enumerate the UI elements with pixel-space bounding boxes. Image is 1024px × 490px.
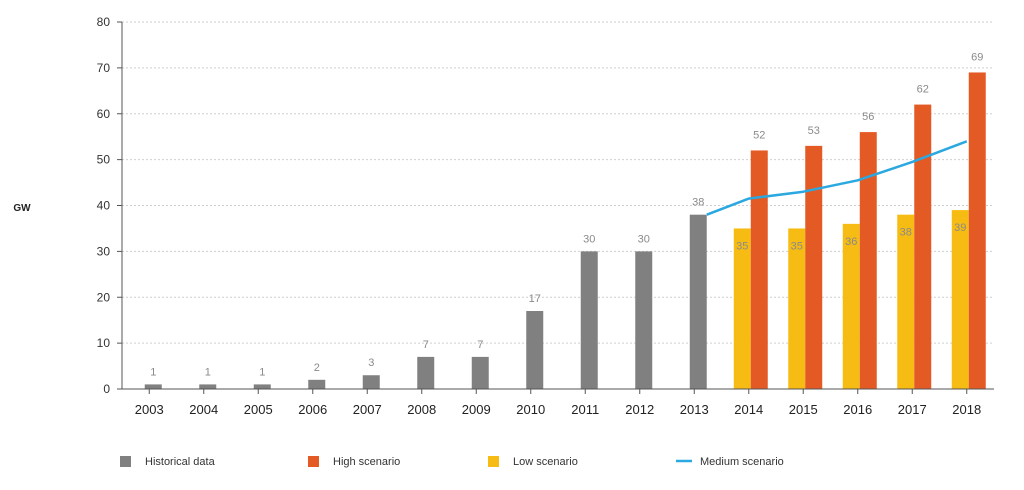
- bar-historical: [308, 379, 326, 389]
- bar-historical: [199, 384, 217, 389]
- x-tick-label: 2011: [571, 402, 599, 417]
- data-label-historical: 7: [423, 339, 429, 351]
- bar-historical: [362, 375, 380, 389]
- bar-historical: [144, 384, 162, 389]
- bar-low-scenario: [842, 223, 860, 389]
- data-label-historical: 7: [477, 339, 483, 351]
- y-tick-label: 20: [97, 290, 111, 304]
- bar-low-scenario: [788, 228, 806, 389]
- y-tick-label: 60: [97, 107, 111, 121]
- data-label-low: 38: [900, 227, 912, 239]
- x-tick-label: 2012: [625, 402, 654, 417]
- data-label-high: 52: [753, 129, 765, 141]
- x-tick-label: 2007: [353, 402, 382, 417]
- x-tick-label: 2014: [734, 402, 763, 417]
- legend-label: Medium scenario: [700, 456, 784, 468]
- medium-scenario-line: [706, 140, 968, 216]
- data-label-historical: 1: [259, 366, 265, 378]
- bar-historical: [635, 251, 653, 389]
- y-axis-label: GW: [13, 203, 31, 214]
- grid-lines: [122, 21, 994, 344]
- legend-swatch: [488, 456, 499, 467]
- y-tick-label: 50: [97, 153, 111, 167]
- data-labels: 1 1 1 2 3 7 7 17 30 30 38 35 52 35 53 36 56 38 62 39 69: [150, 51, 983, 378]
- legend-swatch: [308, 456, 319, 467]
- data-label-high: 69: [971, 51, 983, 63]
- legend-label: Historical data: [145, 456, 216, 468]
- data-label-historical: 2: [314, 362, 320, 374]
- bar-historical: [526, 311, 544, 389]
- bar-historical: [689, 214, 707, 389]
- bars: [144, 72, 986, 390]
- x-tick-label: 2009: [462, 402, 491, 417]
- x-tick-label: 2008: [407, 402, 436, 417]
- y-tick-label: 30: [97, 244, 111, 258]
- y-tick-label: 0: [103, 382, 110, 396]
- bar-high-scenario: [750, 150, 768, 389]
- data-label-historical: 1: [150, 366, 156, 378]
- bar-high-scenario: [968, 72, 986, 390]
- bar-low-scenario: [733, 228, 751, 389]
- bar-historical: [253, 384, 271, 389]
- x-tick-label: 2004: [189, 402, 218, 417]
- x-tick-label: 2015: [789, 402, 818, 417]
- bar-low-scenario: [897, 214, 915, 389]
- bar-historical: [580, 251, 598, 389]
- y-tick-label: 40: [97, 199, 111, 213]
- data-label-high: 53: [808, 125, 820, 137]
- data-label-high: 62: [917, 84, 929, 96]
- bar-high-scenario: [805, 145, 823, 389]
- data-label-low: 35: [791, 240, 803, 252]
- legend-label: Low scenario: [513, 456, 578, 468]
- data-label-high: 56: [862, 111, 874, 123]
- legend: Historical data High scenario Low scenario…: [120, 456, 784, 468]
- line-medium-scenario: [706, 140, 968, 216]
- y-tick-label: 70: [97, 61, 111, 75]
- x-tick-label: 2006: [298, 402, 327, 417]
- bar-high-scenario: [859, 132, 877, 389]
- x-tick-label: 2017: [898, 402, 927, 417]
- data-label-low: 36: [845, 236, 857, 248]
- data-label-historical: 30: [583, 233, 595, 245]
- y-tick-label: 10: [97, 336, 111, 350]
- axes: 0 10 20 30 40 50 60 70 80 GW 2003 2004 2005 2006 2007 2…: [13, 15, 994, 417]
- data-label-historical: 3: [368, 357, 374, 369]
- bar-low-scenario: [951, 210, 969, 389]
- bar-high-scenario: [914, 104, 932, 389]
- bar-historical: [417, 356, 435, 389]
- data-label-historical: 17: [529, 293, 541, 305]
- x-tick-label: 2005: [244, 402, 273, 417]
- legend-swatch: [120, 456, 131, 467]
- x-tick-label: 2018: [952, 402, 981, 417]
- data-label-low: 39: [954, 222, 966, 234]
- data-label-historical: 38: [692, 197, 704, 209]
- x-tick-label: 2013: [680, 402, 709, 417]
- x-tick-label: 2010: [516, 402, 545, 417]
- data-label-low: 35: [736, 240, 748, 252]
- x-tick-label: 2016: [843, 402, 872, 417]
- data-label-historical: 30: [638, 233, 650, 245]
- x-tick-label: 2003: [135, 402, 164, 417]
- data-label-historical: 1: [205, 366, 211, 378]
- bar-historical: [471, 356, 489, 389]
- y-tick-label: 80: [97, 15, 111, 29]
- legend-label: High scenario: [333, 456, 400, 468]
